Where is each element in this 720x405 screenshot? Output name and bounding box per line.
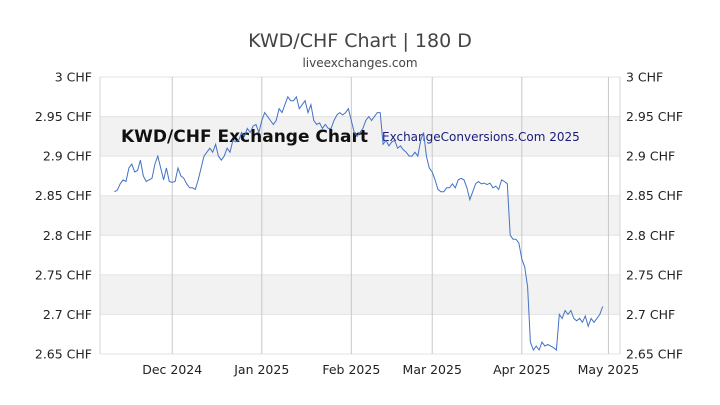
chart-subtitle: liveexchanges.com [302,56,417,70]
grid-band [100,274,620,315]
series-line [114,95,604,352]
watermark-right: ExchangeConversions.Com 2025 [382,130,580,144]
x-tick-label: Dec 2024 [142,362,202,377]
y-tick-label-left: 2.9 CHF [43,149,92,164]
y-tick-label-left: 2.7 CHF [43,307,92,322]
background-bands [100,116,620,315]
x-tick-label: Apr 2025 [493,362,550,377]
chart-title: KWD/CHF Chart | 180 D [248,30,472,52]
grid-band [100,195,620,236]
y-tick-label-right: 2.75 CHF [626,267,683,282]
x-axis: Dec 2024 Jan 2025 Feb 2025 Mar 2025 Apr 2025… [142,362,639,377]
y-tick-label-right: 2.9 CHF [626,149,675,164]
y-tick-label-right: 2.85 CHF [626,188,683,203]
y-tick-label-left: 3 CHF [55,70,92,85]
y-tick-label-right: 2.65 CHF [626,347,683,362]
y-tick-label-right: 2.95 CHF [626,109,683,124]
grid-band [100,116,620,157]
x-tick-label: Mar 2025 [403,362,462,377]
x-tick-label: Jan 2025 [233,362,289,377]
x-tick-label: Feb 2025 [322,362,380,377]
y-tick-label-left: 2.95 CHF [35,109,92,124]
y-tick-label-right: 2.7 CHF [626,307,675,322]
y-tick-label-left: 2.85 CHF [35,188,92,203]
y-tick-label-left: 2.8 CHF [43,228,92,243]
y-tick-label-right: 3 CHF [626,70,663,85]
y-tick-label-left: 2.65 CHF [35,347,92,362]
y-axis-left: 3 CHF 2.95 CHF 2.9 CHF 2.85 CHF 2.8 CHF 2.75 … [35,70,92,362]
x-tick-label: May 2025 [578,362,640,377]
grid-lines [99,76,621,355]
y-tick-label-right: 2.8 CHF [626,228,675,243]
y-axis-right: 3 CHF 2.95 CHF 2.9 CHF 2.85 CHF 2.8 CHF 2.75 … [626,70,683,362]
y-tick-label-left: 2.75 CHF [35,267,92,282]
